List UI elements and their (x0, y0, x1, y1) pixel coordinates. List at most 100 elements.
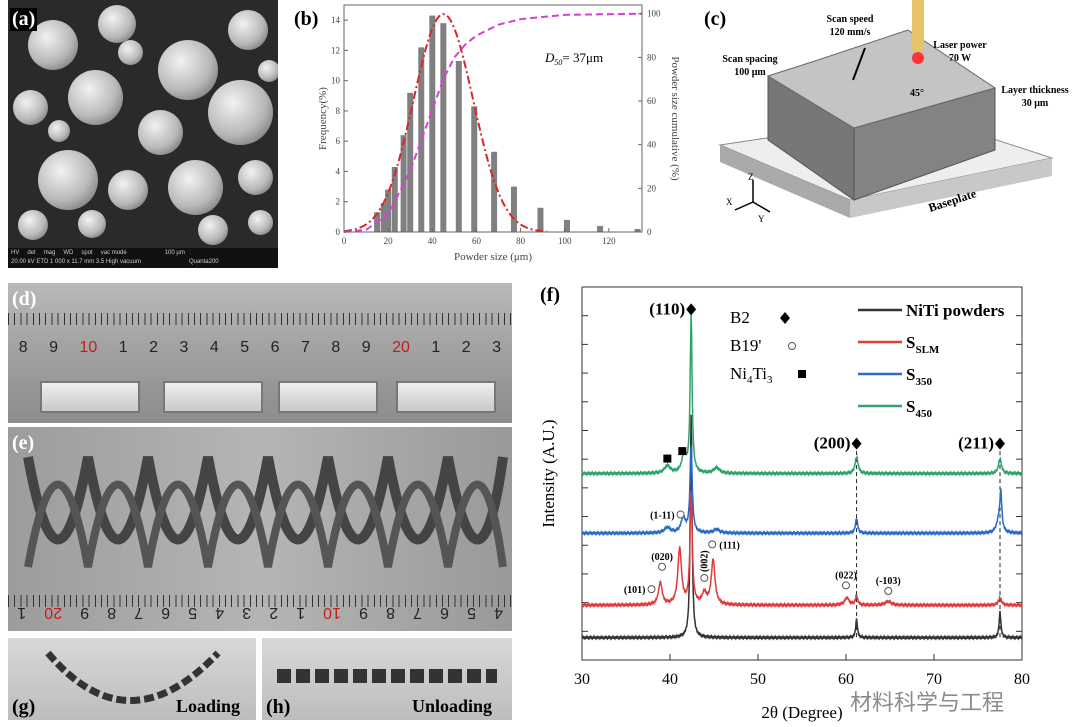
ruler-number: 8 (331, 339, 341, 356)
powder-particle (98, 5, 136, 43)
ruler-numbers-inverted: 4 5 6 7 8 9 10 1 2 3 4 5 6 7 8 9 20 1 (8, 603, 512, 621)
ruler-number: 2 (149, 339, 159, 356)
axis-z-label: Z (748, 172, 754, 182)
y2-tick-label: 20 (647, 183, 657, 193)
powder-particle (198, 215, 228, 245)
ruler-number: 8 (107, 604, 117, 621)
sem-parameters: 20.00 kV ETD 1 000 x 11.7 mm 3.5 High va… (11, 258, 141, 265)
histogram-bar (597, 225, 604, 232)
cumulative-curve (343, 12, 643, 233)
ruler-number: 9 (361, 339, 371, 356)
y-tick-label: 6 (336, 136, 341, 146)
powder-particle (38, 150, 98, 210)
phase-legend-marker (798, 370, 806, 378)
d50-annotation: D50= 37μm (544, 50, 603, 67)
diamond-marker (686, 303, 697, 316)
powder-particle (228, 10, 268, 50)
panel-label-h: (h) (266, 696, 291, 718)
x-tick-label: 30 (574, 671, 590, 688)
lattice-structure-photo: 4 5 6 7 8 9 10 1 2 3 4 5 6 7 8 9 20 1 (8, 427, 512, 631)
powder-particle (138, 110, 183, 155)
ruler-number: 8 (386, 604, 395, 621)
unloading-photo (262, 638, 512, 720)
x-tick-label: 80 (516, 236, 526, 246)
ruler-number: 9 (359, 604, 368, 621)
diamond-marker (851, 437, 862, 450)
ruler-number: 6 (270, 339, 280, 356)
phase-name: Ti (753, 364, 768, 383)
phase-legend-marker (788, 342, 796, 350)
circle-marker (700, 573, 709, 582)
histogram-bar (634, 228, 641, 232)
chain-structure-straight (277, 669, 497, 683)
y-tick-label: 4 (336, 166, 341, 176)
peak-label: (020) (651, 552, 673, 563)
peak-label: (200) (814, 434, 851, 453)
square-marker (663, 454, 672, 463)
panel-label-e: (e) (12, 432, 35, 454)
sem-info-labels: HV det mag WD spot vac mode 100 μm (11, 248, 278, 257)
y2-tick-label: 80 (647, 52, 657, 62)
peak-label: (101) (624, 585, 646, 596)
ruler-number: 9 (80, 604, 90, 621)
y2-tick-label: 100 (647, 9, 661, 19)
xrd-series-powders (581, 414, 1023, 641)
x-tick-label: 0 (342, 236, 347, 246)
y-tick-label: 2 (336, 197, 341, 207)
scan-speed-label: Scan speed (827, 14, 874, 25)
laser-spot (912, 52, 924, 64)
legend-label: S350 (906, 365, 932, 388)
peak-label: (-103) (876, 576, 901, 587)
sem-info-label: mag (43, 249, 56, 256)
panel-label-f: (f) (540, 284, 560, 306)
panel-label-c: (c) (704, 8, 727, 30)
axis-y-label: Y (758, 214, 765, 224)
circle-marker (842, 581, 850, 590)
x-tick-label: 70 (926, 671, 942, 688)
coordinate-axes-icon (734, 180, 771, 213)
sem-instrument: Quanta200 (188, 258, 219, 265)
plot-frame (343, 4, 643, 233)
sample-photo-ruler: 8 9 10 1 2 3 4 5 6 7 8 9 20 1 2 3 (8, 283, 512, 423)
histogram-bar (491, 151, 498, 232)
histogram-bar (563, 219, 570, 232)
ruler-number: 8 (18, 339, 28, 356)
phase-name: Ni (730, 364, 747, 383)
y-axis-label: Frequency(%) (317, 87, 329, 150)
ruler-number: 3 (492, 339, 502, 356)
powder-particle (168, 160, 223, 215)
y-tick-label: 8 (336, 106, 341, 116)
legend-subscript: 350 (915, 376, 932, 388)
ruler-number: 6 (161, 604, 171, 621)
x-tick-label: 120 (602, 236, 616, 246)
scan-angle-label: 45° (910, 88, 924, 99)
scan-spacing-value: 100 μm (734, 67, 766, 78)
ruler-number: 7 (134, 604, 144, 621)
powder-particle (78, 210, 106, 238)
x-tick-label: 80 (1014, 671, 1030, 688)
histogram-bar (455, 60, 462, 232)
ruler-number: 4 (215, 604, 225, 621)
x-tick-label: 40 (428, 236, 438, 246)
powder-particle (68, 70, 123, 125)
layer-thickness-value: 30 μm (1022, 98, 1049, 109)
ruler-numbers: 8 9 10 1 2 3 4 5 6 7 8 9 20 1 2 3 (8, 339, 512, 357)
legend-label: SSLM (906, 333, 940, 356)
x-tick-label: 20 (384, 236, 394, 246)
histogram-bar (510, 186, 517, 232)
legend-subscript: SLM (915, 344, 939, 356)
ruler-number: 9 (49, 339, 59, 356)
ruler-number: 1 (431, 339, 441, 356)
y-tick-label: 0 (336, 227, 341, 237)
panel-label-d: (d) (12, 288, 37, 310)
sem-info-label: vac mode (100, 249, 127, 256)
ruler-number: 5 (240, 339, 250, 356)
y2-tick-label: 0 (647, 227, 652, 237)
ruler-number: 4 (209, 339, 219, 356)
ruler-ticks (8, 313, 512, 325)
histogram-bar (537, 207, 544, 232)
sample-bar (163, 381, 263, 413)
powder-particle (248, 210, 273, 235)
y-tick-label: 10 (331, 76, 341, 86)
peak-label: (022) (835, 570, 857, 581)
